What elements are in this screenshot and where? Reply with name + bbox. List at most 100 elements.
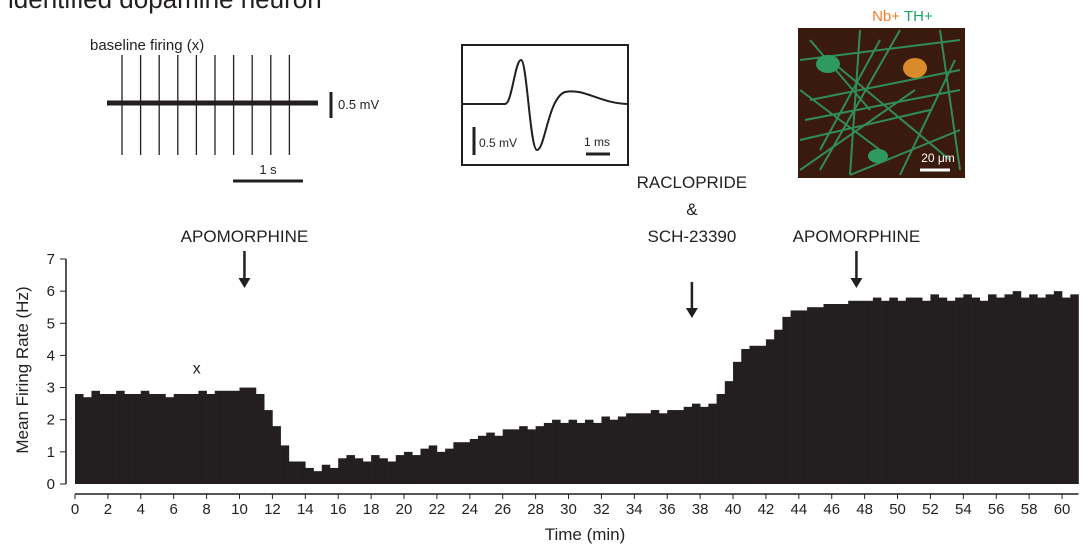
bar [1004, 294, 1013, 484]
bar [182, 394, 191, 484]
bar [470, 439, 479, 484]
bar [717, 394, 726, 484]
stain-a-label: Nb+ [872, 8, 900, 25]
bar [355, 458, 364, 484]
bar [215, 391, 224, 484]
x-tick-label: 48 [856, 501, 873, 518]
bar [881, 301, 890, 484]
bar [1070, 294, 1079, 484]
bar [141, 391, 150, 484]
bar [240, 388, 249, 484]
bar [420, 449, 429, 484]
bar [330, 468, 339, 484]
bar [256, 394, 265, 484]
x-tick-label: 34 [626, 501, 643, 518]
trace-inset: baseline firing (x) 0.5 mV 1 s [90, 37, 380, 181]
bar [774, 330, 783, 484]
bar [840, 304, 849, 484]
annotation-text: RACLOPRIDE [637, 173, 748, 192]
bar [634, 413, 643, 484]
x-tick-label: 18 [363, 501, 380, 518]
x-tick-label: 20 [396, 501, 413, 518]
bar [248, 388, 257, 484]
y-tick-label: 0 [47, 476, 55, 493]
y-tick-label: 7 [47, 251, 55, 268]
bar [700, 407, 709, 484]
bar [1062, 298, 1071, 484]
bar [741, 349, 750, 484]
cell [816, 55, 840, 73]
x-tick-label: 42 [758, 501, 775, 518]
bar [536, 426, 545, 484]
bar [651, 410, 660, 484]
bar [462, 442, 471, 484]
bar [758, 346, 767, 484]
bar [412, 455, 421, 484]
y-tick-label: 4 [47, 347, 55, 364]
bar [165, 397, 174, 484]
bar [980, 301, 989, 484]
bar [1054, 291, 1063, 484]
x-tick-label: 40 [725, 501, 742, 518]
bar [988, 294, 997, 484]
bar [873, 298, 882, 484]
bar [519, 426, 528, 484]
bar [75, 394, 84, 484]
arrow-head [238, 278, 250, 288]
bar [379, 458, 388, 484]
bar [231, 391, 240, 484]
bar [478, 436, 487, 484]
bar [494, 436, 503, 484]
micrograph-inset: Nb+ TH+ 20 μm [798, 8, 965, 178]
bar [1021, 298, 1030, 484]
cell [868, 149, 888, 163]
bar [453, 442, 462, 484]
bar [1037, 298, 1046, 484]
bar [100, 394, 109, 484]
amp-scale-label: 0.5 mV [338, 97, 380, 112]
bar [371, 455, 380, 484]
bar [955, 298, 964, 484]
bar [445, 449, 454, 484]
bar [667, 410, 676, 484]
x-tick-label: 50 [889, 501, 906, 518]
bar [1013, 291, 1022, 484]
bar [207, 394, 216, 484]
x-tick-label: 16 [330, 501, 347, 518]
y-tick-label: 5 [47, 315, 55, 332]
bar [692, 404, 701, 484]
x-tick-label: 0 [71, 501, 79, 518]
bar [1029, 294, 1038, 484]
bar [198, 391, 207, 484]
bar [437, 452, 446, 484]
figure-title: identified dopamine neuron [8, 0, 322, 14]
bar [865, 301, 874, 484]
bar [848, 301, 857, 484]
arrow-head [850, 278, 862, 288]
bar [832, 304, 841, 484]
bar [815, 307, 824, 484]
x-tick-label: 58 [1021, 501, 1038, 518]
bar [610, 420, 619, 484]
bar [404, 452, 413, 484]
bar [626, 413, 635, 484]
x-tick-label: 28 [527, 501, 544, 518]
x-tick-label: 46 [823, 501, 840, 518]
bar [486, 433, 495, 484]
bar [569, 420, 578, 484]
bar [766, 339, 775, 484]
bar [190, 394, 199, 484]
x-tick-label: 6 [170, 501, 178, 518]
bar [733, 362, 742, 484]
micro-scale-label: 20 μm [921, 151, 955, 165]
bar [807, 307, 816, 484]
x-tick-label: 14 [297, 501, 314, 518]
bar [601, 417, 610, 485]
bar [91, 391, 100, 484]
x-tick-label: 12 [264, 501, 281, 518]
bar [659, 413, 668, 484]
bar [824, 304, 833, 484]
bar [305, 468, 314, 484]
x-tick-label: 56 [988, 501, 1005, 518]
bar [782, 317, 791, 484]
